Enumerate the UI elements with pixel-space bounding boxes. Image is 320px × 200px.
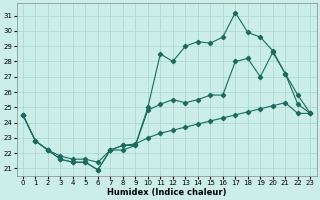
X-axis label: Humidex (Indice chaleur): Humidex (Indice chaleur) [107,188,226,197]
